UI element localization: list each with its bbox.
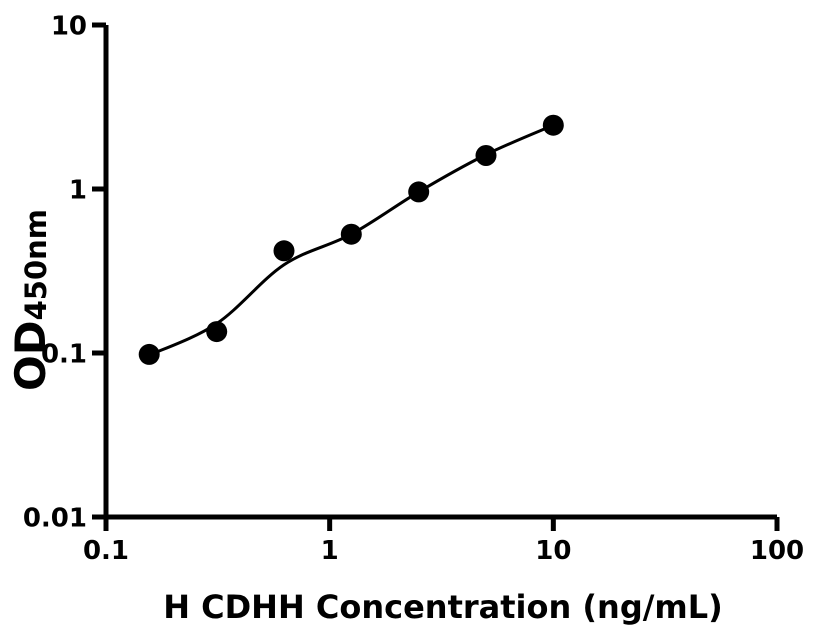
- x-axis-title: H CDHH Concentration (ng/mL): [163, 588, 723, 626]
- axes-layer: [103, 25, 777, 520]
- data-point: [138, 343, 160, 365]
- x-tick-label: 1: [321, 536, 339, 566]
- data-point: [340, 223, 362, 245]
- data-point: [542, 114, 564, 136]
- y-axis-title-subscript: 450nm: [19, 209, 53, 320]
- axis-spine: [103, 25, 777, 520]
- y-tick-label: 0.01: [23, 504, 87, 534]
- y-tick-label: 10: [51, 12, 87, 42]
- y-tick-label: 1: [69, 176, 87, 206]
- y-axis-title-main: OD: [6, 320, 55, 391]
- x-tick-label: 0.1: [83, 536, 129, 566]
- y-axis-title: OD450nm: [6, 209, 55, 391]
- y-tick-label: 0.1: [41, 340, 87, 370]
- data-point: [206, 321, 228, 343]
- x-tick-label: 100: [750, 536, 804, 566]
- data-point: [475, 145, 497, 166]
- plot-layer: [138, 114, 564, 365]
- data-point: [408, 181, 430, 203]
- data-point: [273, 240, 295, 262]
- x-tick-label: 10: [535, 536, 571, 566]
